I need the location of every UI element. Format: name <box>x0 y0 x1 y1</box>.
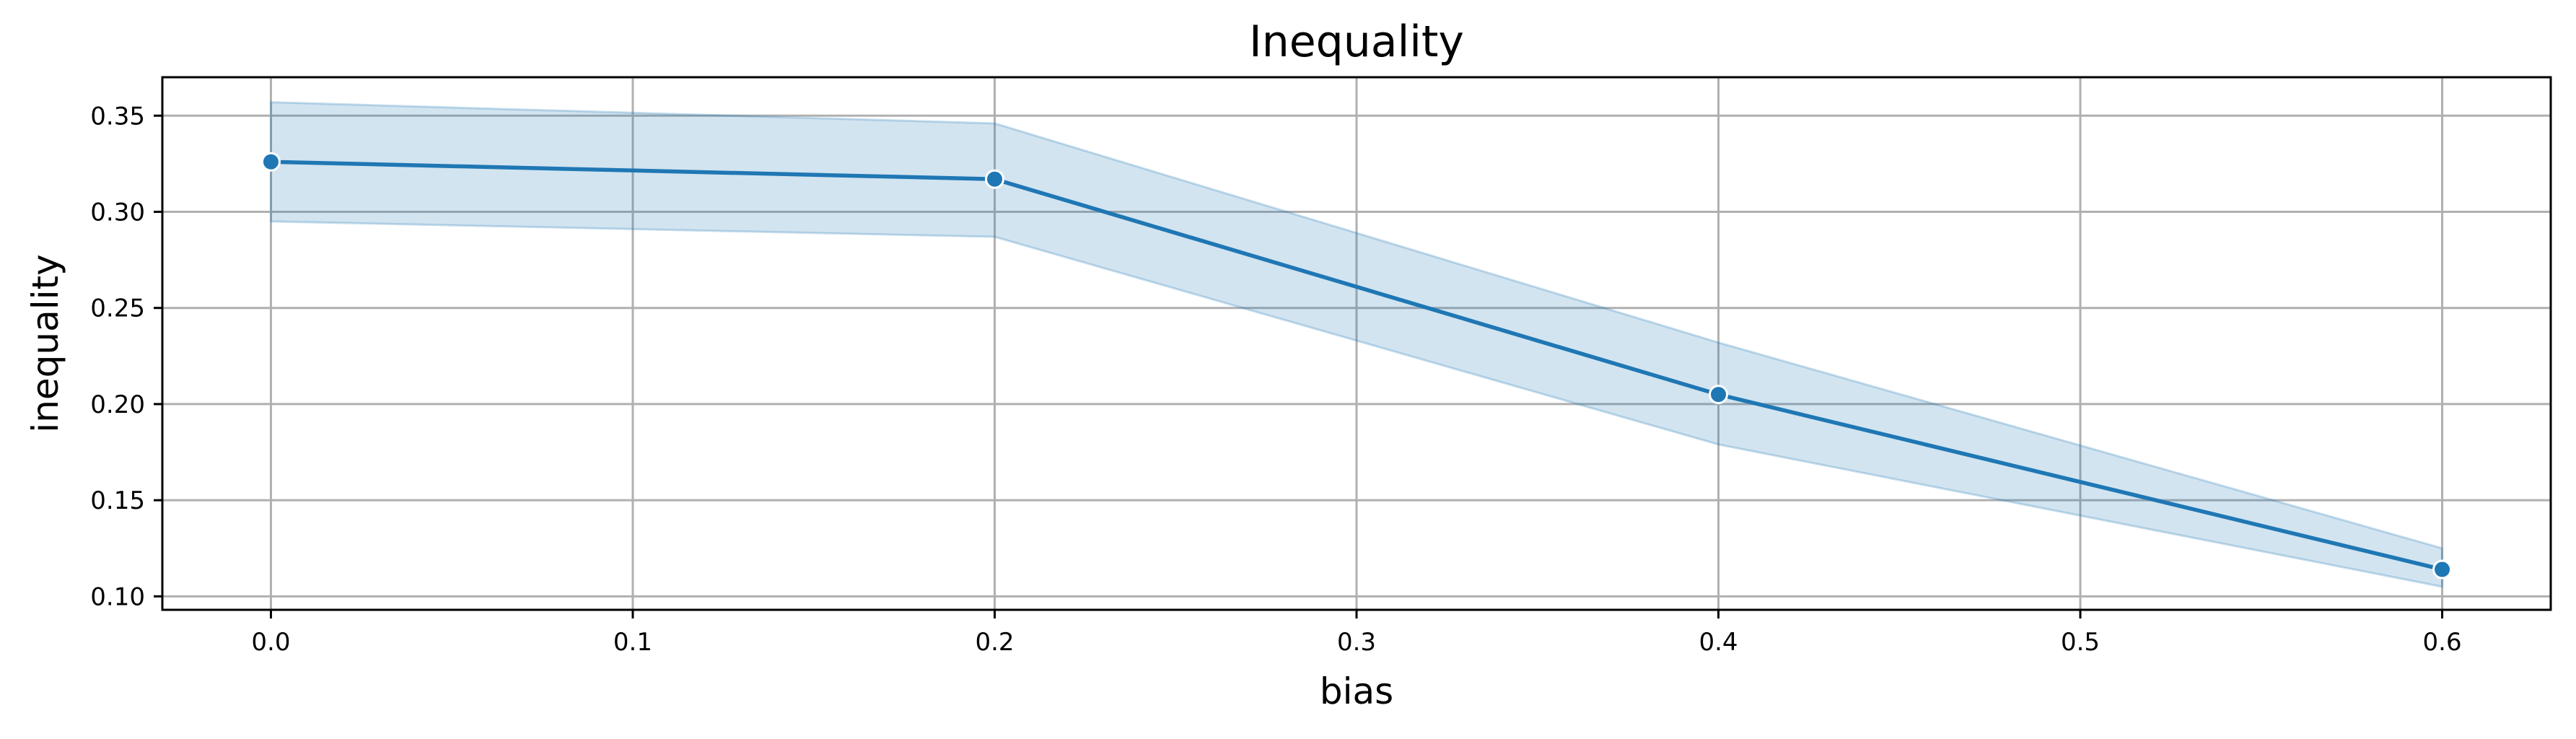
x-tick-label: 0.4 <box>1699 628 1738 657</box>
y-tick-label: 0.10 <box>90 582 145 611</box>
y-tick-label: 0.15 <box>90 486 145 515</box>
y-tick-label: 0.35 <box>90 102 145 131</box>
x-tick-label: 0.0 <box>251 628 290 657</box>
y-axis-ticks: 0.10 0.15 0.20 0.25 0.30 0.35 <box>90 102 162 611</box>
series-line-layer <box>268 159 2445 572</box>
confidence-band <box>269 101 2444 588</box>
series-line <box>268 159 2445 572</box>
y-tick-label: 0.20 <box>90 390 145 419</box>
x-axis-ticks: 0.0 0.1 0.2 0.3 0.4 0.5 0.6 <box>251 610 2462 657</box>
data-point <box>260 152 281 172</box>
data-point-layer <box>260 152 2453 580</box>
x-tick-label: 0.1 <box>613 628 652 657</box>
data-point <box>2432 559 2453 580</box>
x-tick-label: 0.3 <box>1337 628 1376 657</box>
x-tick-label: 0.5 <box>2061 628 2100 657</box>
x-tick-label: 0.6 <box>2423 628 2462 657</box>
chart-title: Inequality <box>1249 17 1464 67</box>
x-tick-label: 0.2 <box>975 628 1014 657</box>
y-tick-label: 0.30 <box>90 198 145 227</box>
y-axis-title: inequality <box>25 254 66 432</box>
y-tick-label: 0.25 <box>90 294 145 323</box>
data-point <box>984 169 1004 189</box>
x-axis-title: bias <box>1320 670 1393 712</box>
data-point <box>1709 385 1729 405</box>
confidence-band-layer <box>269 101 2444 588</box>
